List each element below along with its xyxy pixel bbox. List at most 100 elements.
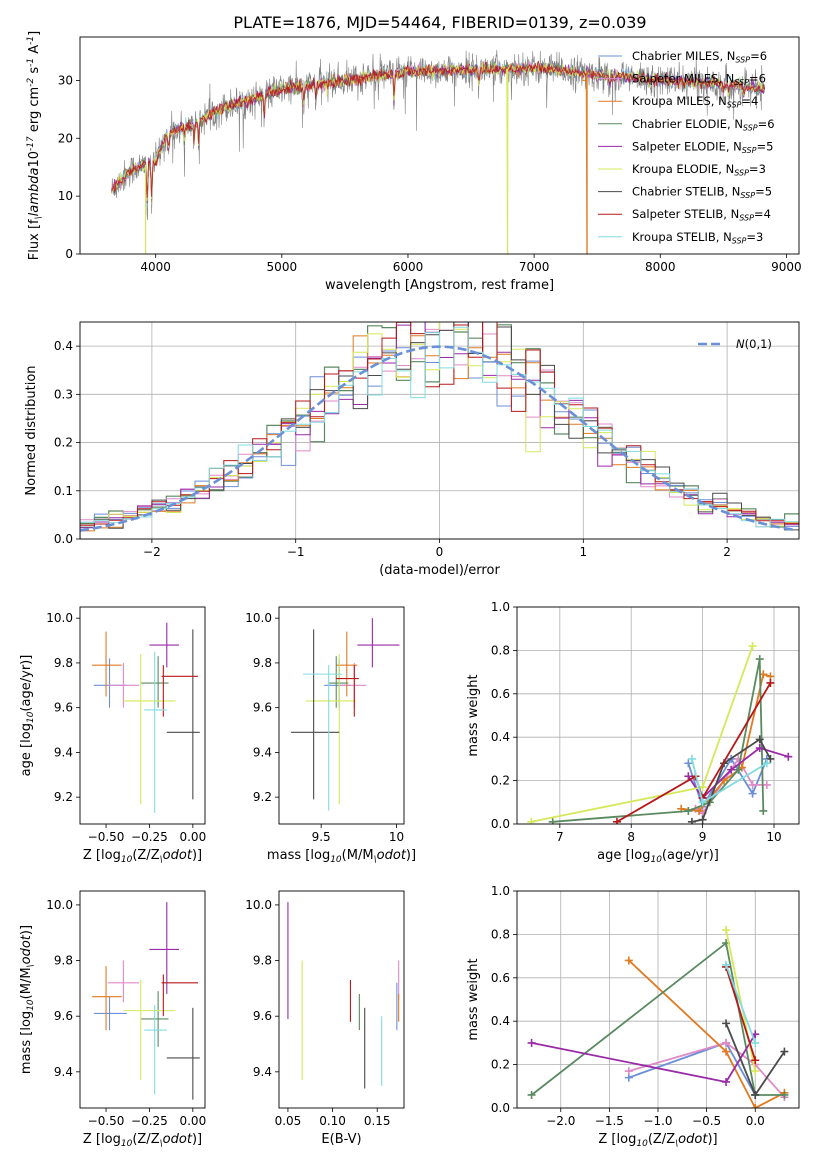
legend-label: Kroupa ELODIE, NSSP=3 <box>632 162 766 178</box>
y-tick-label: 9.6 <box>253 1009 272 1023</box>
x-tick-label: −2 <box>143 545 161 559</box>
x-axis-label: mass [log10(M/M\odot)] <box>267 848 416 865</box>
y-tick-label: 10.0 <box>46 611 73 625</box>
x-axis-label: Z [log10(Z/Z\odot)] <box>598 1132 717 1149</box>
x-axis-label: E(B-V) <box>321 1132 361 1147</box>
weight-line-7 <box>616 682 772 823</box>
x-tick-label: 0.10 <box>319 1114 346 1128</box>
legend-label: Salpeter ELODIE, NSSP=5 <box>632 139 773 155</box>
legend-label: Salpeter STELIB, NSSP=4 <box>632 207 771 223</box>
plot-area-age-weight <box>527 642 793 824</box>
weight-marker <box>722 1047 731 1056</box>
weight-marker <box>780 1047 789 1056</box>
y-tick-label: 0.2 <box>491 1058 510 1072</box>
weight-marker <box>751 1104 760 1108</box>
y-axis-label: mass weight <box>466 674 481 756</box>
x-tick-label: −0.25 <box>131 830 168 844</box>
weight-marker <box>527 1038 536 1047</box>
plot-area-z-weight <box>527 926 789 1108</box>
weight-marker <box>527 1090 536 1099</box>
x-axis-label: age [log10(age/yr)] <box>597 848 719 865</box>
y-tick-label: 10.0 <box>245 898 272 912</box>
weight-marker <box>684 806 693 815</box>
legend-label: Chabrier STELIB, NSSP=5 <box>632 185 772 201</box>
y-tick-label: 1.0 <box>491 884 510 898</box>
spectrum-legend: Chabrier MILES, NSSP=6 Salpeter MILES, NS… <box>598 49 775 245</box>
x-tick-label: 2 <box>723 545 731 559</box>
x-tick-label: 0.00 <box>179 830 206 844</box>
y-tick-label: 9.8 <box>253 954 272 968</box>
y-tick-label: 9.4 <box>253 1065 272 1079</box>
y-axis-label: Normed distribution <box>24 365 39 495</box>
weight-marker <box>684 772 693 781</box>
y-tick-label: 9.8 <box>54 954 73 968</box>
weight-line-5 <box>531 645 754 823</box>
weight-marker <box>698 798 707 807</box>
y-tick-label: 0.2 <box>491 774 510 788</box>
legend-label: Salpeter MILES, NSSP=6 <box>632 72 766 88</box>
y-tick-label: 9.2 <box>253 790 272 804</box>
x-tick-label: 7000 <box>519 260 550 274</box>
weight-marker <box>698 815 707 824</box>
weight-marker <box>734 765 743 774</box>
weight-marker <box>548 817 557 824</box>
y-axis-label: age [log10(age/yr)] <box>19 655 36 777</box>
axes-z-weight: −2.0 −1.5 −1.0 −0.5 0.0 0.0 0.2 0.4 0.6 0.8 1.0 Z [… <box>466 884 800 1149</box>
x-tick-label: 10 <box>766 830 781 844</box>
y-tick-label: 0.2 <box>54 436 73 450</box>
weight-marker <box>722 1077 731 1086</box>
weight-line-1 <box>628 1041 786 1098</box>
weight-marker <box>722 1019 731 1028</box>
axes-frame <box>79 606 206 825</box>
weight-line-2 <box>681 673 771 812</box>
plot-area-z-age <box>92 622 200 813</box>
y-axis-label: mass weight <box>466 958 481 1040</box>
weight-marker <box>751 1090 760 1099</box>
weight-marker <box>762 759 771 768</box>
axes-age-weight: 7 8 9 10 0.0 0.2 0.4 0.6 0.8 1.0 age [log10(age/yr… <box>466 600 800 865</box>
x-tick-label: 8 <box>627 830 635 844</box>
x-tick-label: 10 <box>389 830 404 844</box>
axes-spectrum: 4000 5000 6000 7000 8000 9000 0 10 20 30 wavelengt… <box>26 31 802 293</box>
weight-marker <box>759 806 768 815</box>
figure-title: PLATE=1876, MJD=54464, FIBERID=0139, z=0… <box>233 13 646 32</box>
y-tick-label: 9.4 <box>54 1065 73 1079</box>
weight-marker <box>687 754 696 763</box>
axes-frame <box>79 36 800 255</box>
x-tick-label: 0 <box>436 545 444 559</box>
y-tick-label: 9.8 <box>54 656 73 670</box>
weight-marker <box>748 789 757 798</box>
x-tick-label: −2.0 <box>546 1114 575 1128</box>
weight-marker <box>748 642 757 651</box>
x-tick-label: −0.25 <box>131 1114 168 1128</box>
weight-line-3 <box>531 941 785 1096</box>
axes-residuals: −2 −1 0 1 2 0.0 0.1 0.2 0.3 0.4 (data-model)/error… <box>24 321 800 578</box>
weight-marker <box>624 1067 633 1076</box>
x-axis-label: (data-model)/error <box>379 563 500 578</box>
x-tick-label: 8000 <box>645 260 676 274</box>
x-tick-label: 9 <box>699 830 707 844</box>
y-tick-label: 30 <box>58 73 73 87</box>
x-tick-label: 0.15 <box>364 1114 391 1128</box>
weight-marker <box>751 1038 760 1047</box>
y-tick-label: 9.2 <box>54 790 73 804</box>
y-tick-label: 0.1 <box>54 484 73 498</box>
x-tick-label: −1.5 <box>595 1114 624 1128</box>
plot-area-z-mass <box>92 902 200 1100</box>
y-tick-label: 0.0 <box>491 817 510 831</box>
axes-z-age: −0.50 −0.25 0.00 9.2 9.4 9.6 9.8 10.0 Z [log10(Z… <box>19 606 206 865</box>
weight-marker <box>527 817 536 824</box>
y-tick-label: 0.4 <box>54 339 73 353</box>
legend-label: N(0,1) <box>736 337 772 351</box>
x-tick-label: 1 <box>579 545 587 559</box>
x-tick-label: 5000 <box>267 260 298 274</box>
weight-marker <box>624 956 633 965</box>
y-tick-label: 0.8 <box>491 927 510 941</box>
x-tick-label: 7 <box>556 830 564 844</box>
weight-marker <box>755 744 764 753</box>
weight-marker <box>762 780 771 789</box>
y-tick-label: 9.6 <box>54 701 73 715</box>
weight-line-8 <box>725 964 757 1044</box>
plot-area-residuals <box>80 322 799 539</box>
legend-label: Kroupa STELIB, NSSP=3 <box>632 230 763 246</box>
